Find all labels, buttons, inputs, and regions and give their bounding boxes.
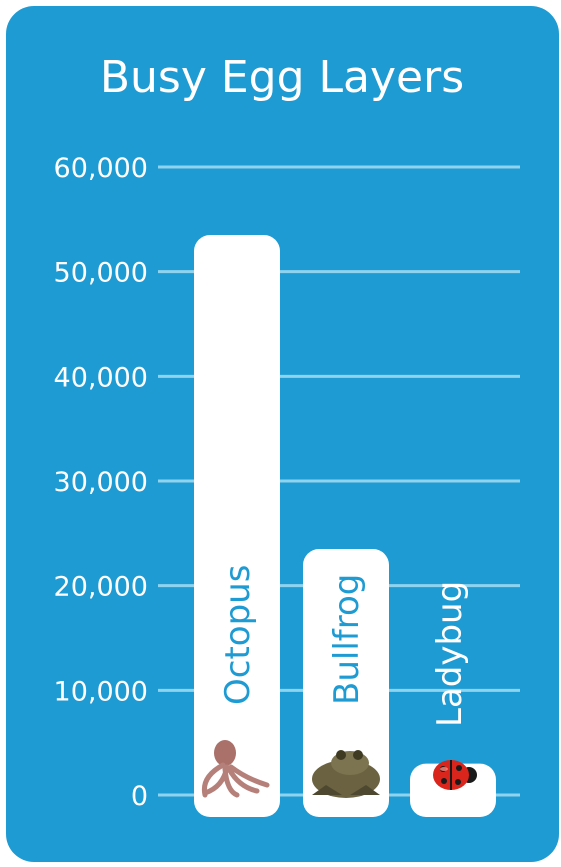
y-axis-ticks: 0 10,000 20,000 30,000 40,000 50,000 60,000 [54,153,148,812]
bar-group-octopus: Octopus [194,235,280,818]
y-tick-label: 40,000 [54,362,148,393]
octopus-icon [201,740,270,798]
bar-label-bullfrog: Bullfrog [327,574,367,705]
y-tick-label: 60,000 [54,153,148,184]
y-tick-label: 10,000 [54,676,148,707]
chart-card [6,6,559,862]
bar-label-ladybug: Ladybug [430,581,470,727]
y-tick-label: 30,000 [54,467,148,498]
bar-group-ladybug: Ladybug [410,581,496,817]
bar-label-octopus: Octopus [218,565,258,705]
bars: Octopus Bullfrog Ladybug [194,235,496,818]
ladybug-icon [433,760,477,790]
y-tick-label: 20,000 [54,572,148,603]
bar-octopus [194,235,280,818]
bar-bullfrog [303,549,389,817]
y-tick-label: 50,000 [54,258,148,289]
bullfrog-icon [312,750,380,798]
chart-title: Busy Egg Layers [100,52,464,103]
y-tick-label: 0 [131,781,148,812]
bar-group-bullfrog: Bullfrog [303,549,389,817]
